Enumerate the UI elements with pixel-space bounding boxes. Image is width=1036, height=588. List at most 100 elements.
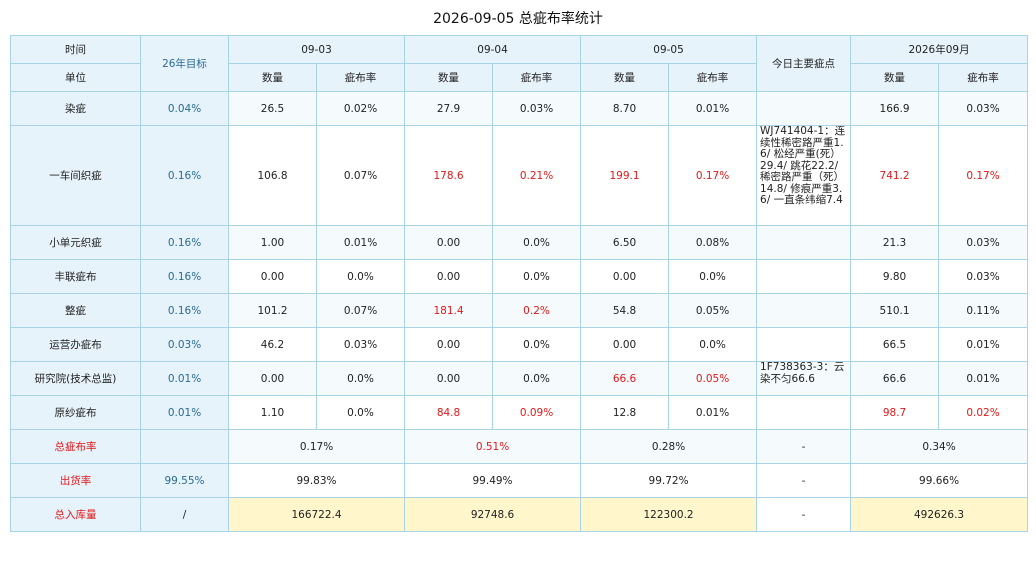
cell-qty: 166.9 [850, 91, 940, 126]
summary-value: 0.51% [404, 429, 582, 464]
cell-rate: 0.17% [668, 125, 758, 226]
row-target: 0.01% [140, 361, 229, 396]
summary-value: 166722.4 [227, 497, 406, 532]
summary-row-shipping-rate: 出货率 99.55% 99.83% 99.49% 99.72% - 99.66% [10, 463, 1029, 498]
defect-rate-table: 时间 26年目标 09-03 09-04 09-05 今日主要疵点 2026年0… [10, 35, 1029, 532]
rate-header: 疵布率 [938, 63, 1029, 92]
cell-rate: 0.0% [315, 259, 406, 294]
cell-qty: 1.10 [228, 395, 317, 430]
cell-qty: 0.00 [580, 327, 670, 362]
cell-rate: 0.01% [938, 361, 1029, 396]
cell-qty: 8.70 [580, 91, 670, 126]
header-row-1: 时间 26年目标 09-03 09-04 09-05 今日主要疵点 2026年0… [10, 35, 1029, 92]
cell-rate: 0.03% [938, 225, 1029, 260]
row-label: 一车间织疵 [10, 125, 141, 226]
cell-rate: 0.08% [668, 225, 758, 260]
cell-qty: 178.6 [404, 125, 494, 226]
summary-row-total-rate: 总疵布率 0.17% 0.51% 0.28% - 0.34% [10, 429, 1029, 464]
cell-rate: 0.2% [492, 293, 582, 328]
cell-note [756, 91, 852, 126]
cell-qty: 12.8 [580, 395, 670, 430]
cell-note: 1F738363-3：云染不匀66.6 [756, 361, 852, 396]
row-target: 0.04% [140, 91, 229, 126]
date-header-2: 09-04 [404, 35, 582, 64]
summary-target [140, 429, 229, 464]
target-header: 26年目标 [140, 35, 229, 92]
rate-header: 疵布率 [315, 63, 406, 92]
cell-rate: 0.21% [492, 125, 582, 226]
cell-rate: 0.17% [938, 125, 1029, 226]
summary-note: - [756, 463, 852, 498]
summary-value: 99.83% [227, 463, 406, 498]
header-row-2: 单位 数量 疵布率 数量 疵布率 数量 疵布率 数量 疵布率 [10, 63, 1029, 92]
table-row: 运营办疵布 0.03% 46.2 0.03% 0.00 0.0% 0.00 0.… [10, 327, 1029, 362]
cell-rate: 0.01% [938, 327, 1029, 362]
cell-rate: 0.0% [668, 327, 758, 362]
cell-qty: 27.9 [404, 91, 494, 126]
summary-value: 99.72% [580, 463, 758, 498]
cell-qty: 66.6 [850, 361, 940, 396]
cell-qty: 0.00 [580, 259, 670, 294]
summary-value: 92748.6 [404, 497, 582, 532]
table-row: 小单元织疵 0.16% 1.00 0.01% 0.00 0.0% 6.50 0.… [10, 225, 1029, 260]
cell-qty: 0.00 [228, 259, 317, 294]
cell-qty: 0.00 [404, 361, 494, 396]
cell-rate: 0.0% [492, 225, 582, 260]
cell-rate: 0.0% [492, 259, 582, 294]
row-label: 染疵 [10, 91, 141, 126]
summary-label: 总入库量 [10, 497, 141, 532]
cell-qty: 101.2 [228, 293, 317, 328]
cell-rate: 0.09% [492, 395, 582, 430]
table-row: 原纱疵布 0.01% 1.10 0.0% 84.8 0.09% 12.8 0.0… [10, 395, 1029, 430]
cell-rate: 0.11% [938, 293, 1029, 328]
summary-value: 0.17% [227, 429, 406, 464]
summary-note: - [756, 429, 852, 464]
cell-rate: 0.07% [315, 293, 406, 328]
row-label: 小单元织疵 [10, 225, 141, 260]
cell-rate: 0.0% [492, 361, 582, 396]
summary-value: 99.66% [850, 463, 1029, 498]
cell-rate: 0.01% [668, 395, 758, 430]
cell-note [756, 327, 852, 362]
cell-qty: 741.2 [850, 125, 940, 226]
summary-label: 总疵布率 [10, 429, 141, 464]
cell-rate: 0.0% [492, 327, 582, 362]
row-target: 0.03% [140, 327, 229, 362]
summary-label: 出货率 [10, 463, 141, 498]
row-label: 丰联疵布 [10, 259, 141, 294]
row-label: 整疵 [10, 293, 141, 328]
cell-rate: 0.01% [668, 91, 758, 126]
cell-rate: 0.03% [938, 91, 1029, 126]
row-target: 0.16% [140, 259, 229, 294]
cell-note [756, 395, 852, 430]
cell-qty: 199.1 [580, 125, 670, 226]
qty-header: 数量 [228, 63, 317, 92]
cell-qty: 9.80 [850, 259, 940, 294]
row-label: 运营办疵布 [10, 327, 141, 362]
cell-note: WJ741404-1：连续性稀密路严重1.6/ 松经严重(死）29.4/ 跳花2… [756, 125, 852, 226]
qty-header: 数量 [850, 63, 940, 92]
summary-note: - [756, 497, 852, 532]
rate-header: 疵布率 [492, 63, 582, 92]
summary-value: 0.28% [580, 429, 758, 464]
summary-value: 122300.2 [580, 497, 758, 532]
cell-rate: 0.03% [938, 259, 1029, 294]
cell-qty: 54.8 [580, 293, 670, 328]
cell-rate: 0.03% [492, 91, 582, 126]
cell-qty: 46.2 [228, 327, 317, 362]
cell-note [756, 225, 852, 260]
summary-target: / [140, 497, 229, 532]
table-row: 一车间织疵 0.16% 106.8 0.07% 178.6 0.21% 199.… [10, 125, 1029, 226]
cell-rate: 0.03% [315, 327, 406, 362]
date-header-3: 09-05 [580, 35, 758, 64]
qty-header: 数量 [580, 63, 670, 92]
summary-target: 99.55% [140, 463, 229, 498]
summary-value: 99.49% [404, 463, 582, 498]
cell-rate: 0.0% [668, 259, 758, 294]
cell-rate: 0.02% [938, 395, 1029, 430]
cell-qty: 0.00 [404, 259, 494, 294]
cell-qty: 510.1 [850, 293, 940, 328]
cell-qty: 0.00 [404, 327, 494, 362]
cell-qty: 84.8 [404, 395, 494, 430]
cell-note [756, 293, 852, 328]
